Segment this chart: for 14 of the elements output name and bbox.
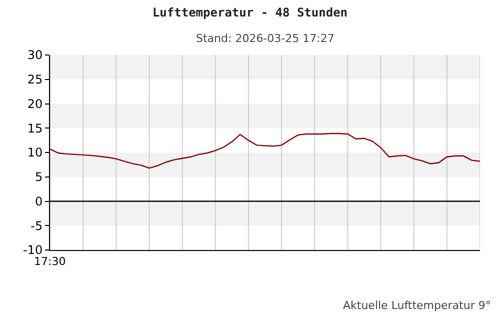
y-tick-label: 25 (27, 72, 43, 87)
chart-title: Lufttemperatur - 48 Stunden (152, 5, 348, 20)
y-tick-label: 20 (27, 96, 43, 111)
y-tick-label: -5 (30, 218, 43, 233)
y-tick-label: 10 (27, 146, 43, 160)
y-tick-label: 15 (27, 121, 43, 136)
chart-subtitle: Stand: 2026-03-25 17:27 (196, 32, 334, 45)
text: 17:30 (34, 255, 66, 268)
y-tick-label: 30 (27, 48, 43, 62)
line-series (50, 132, 480, 169)
y-tick-label: 5 (34, 170, 43, 184)
y-tick-label: -10 (22, 243, 43, 258)
text: Aktuelle Lufttemperatur 9° (343, 299, 491, 312)
y-tick-label: 0 (34, 194, 43, 208)
